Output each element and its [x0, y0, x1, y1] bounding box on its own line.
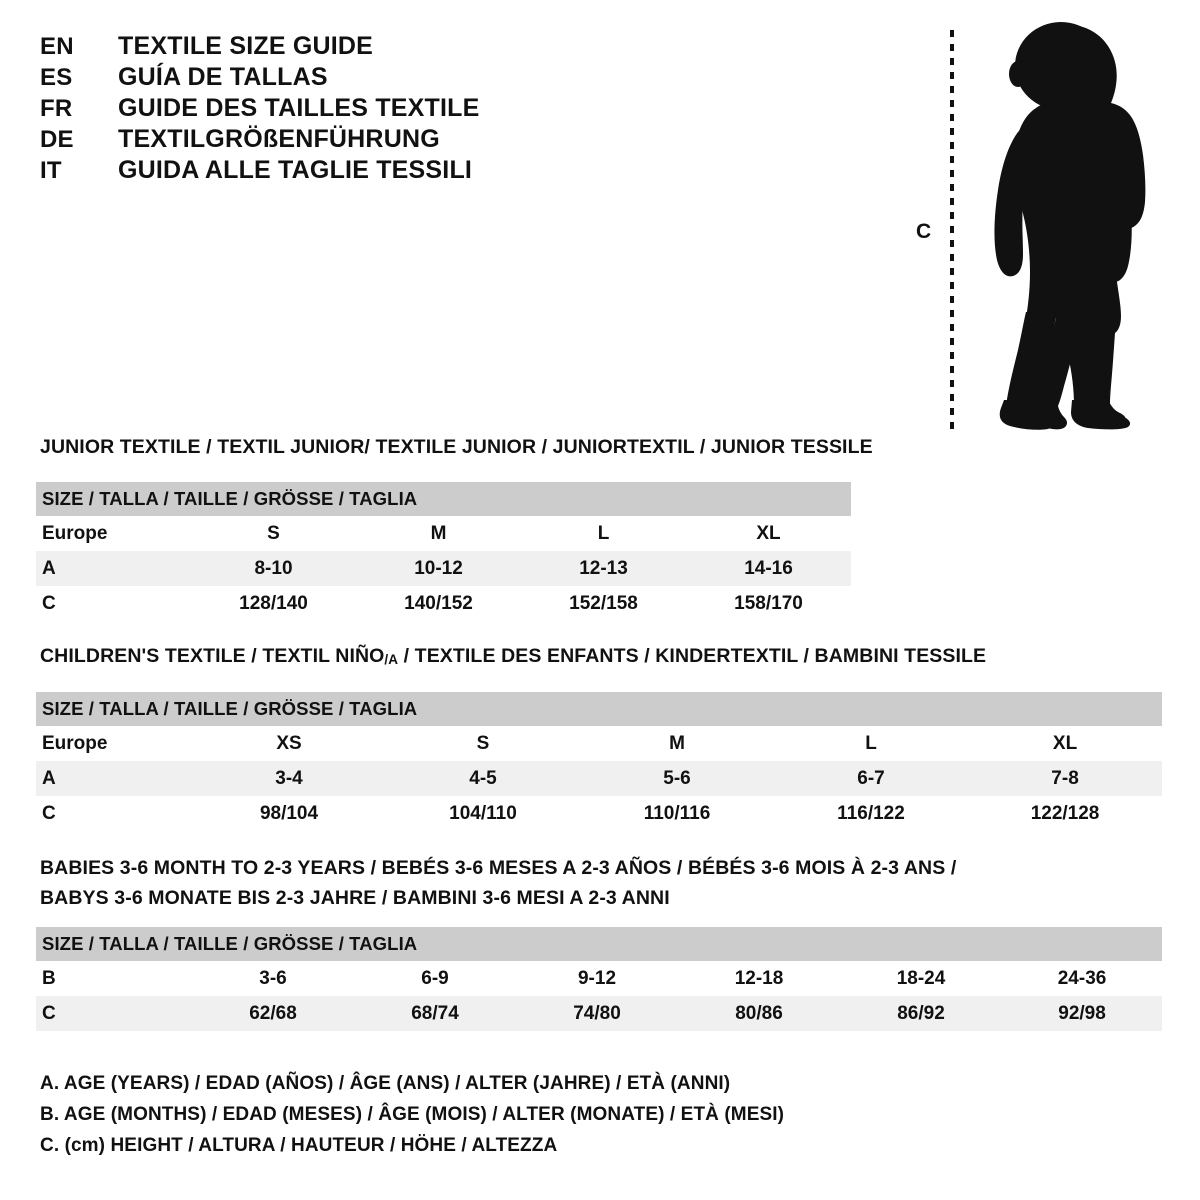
language-row: DE TEXTILGRÖßENFÜHRUNG	[40, 125, 640, 156]
children-table-band: SIZE / TALLA / TAILLE / GRÖSSE / TAGLIA	[36, 692, 1163, 726]
language-code: IT	[40, 157, 62, 184]
language-title: GUÍA DE TALLAS	[118, 63, 328, 91]
table-cell: L	[774, 726, 968, 761]
table-cell: 92/98	[1002, 996, 1163, 1031]
table-row: C 98/104 104/110 110/116 116/122 122/128	[36, 796, 1163, 831]
table-cell: 158/170	[686, 586, 852, 621]
table-cell: S	[386, 726, 580, 761]
babies-heading-line-1: BABIES 3-6 MONTH TO 2-3 YEARS / BEBÉS 3-…	[40, 857, 957, 879]
table-cell: 8-10	[191, 551, 356, 586]
table-cell: 12-18	[678, 961, 840, 996]
legend-line-b: B. AGE (MONTHS) / EDAD (MESES) / ÂGE (MO…	[40, 1104, 785, 1125]
row-label: Europe	[36, 726, 192, 761]
row-label: C	[36, 796, 192, 831]
table-cell: 86/92	[840, 996, 1002, 1031]
table-row: B 3-6 6-9 9-12 12-18 18-24 24-36	[36, 961, 1163, 996]
language-title: TEXTILE SIZE GUIDE	[118, 32, 374, 60]
language-code: EN	[40, 33, 74, 60]
junior-table-band: SIZE / TALLA / TAILLE / GRÖSSE / TAGLIA	[36, 482, 852, 516]
legend-line-a: A. AGE (YEARS) / EDAD (AÑOS) / ÂGE (ANS)…	[40, 1073, 731, 1094]
babies-heading-line-2: BABYS 3-6 MONATE BIS 2-3 JAHRE / BAMBINI…	[40, 887, 670, 909]
table-cell: 128/140	[191, 586, 356, 621]
table-cell: M	[580, 726, 774, 761]
babies-size-table: SIZE / TALLA / TAILLE / GRÖSSE / TAGLIA …	[36, 927, 1163, 1031]
table-cell: 24-36	[1002, 961, 1163, 996]
row-label: A	[36, 551, 191, 586]
babies-band-label: SIZE / TALLA / TAILLE / GRÖSSE / TAGLIA	[36, 927, 1163, 961]
table-row: C 128/140 140/152 152/158 158/170	[36, 586, 852, 621]
table-cell: XL	[968, 726, 1163, 761]
height-label-c: C	[916, 220, 932, 243]
language-code: ES	[40, 64, 73, 91]
table-cell: 6-7	[774, 761, 968, 796]
toddler-silhouette-icon	[994, 22, 1146, 430]
language-code: FR	[40, 95, 73, 122]
table-cell: 104/110	[386, 796, 580, 831]
row-label: C	[36, 586, 191, 621]
table-row: A 8-10 10-12 12-13 14-16	[36, 551, 852, 586]
table-cell: XS	[192, 726, 386, 761]
language-title: TEXTILGRÖßENFÜHRUNG	[118, 125, 440, 153]
table-cell: 5-6	[580, 761, 774, 796]
section-heading-junior: JUNIOR TEXTILE / TEXTIL JUNIOR/ TEXTILE …	[40, 436, 873, 458]
table-cell: 74/80	[516, 996, 678, 1031]
table-row: Europe XS S M L XL	[36, 726, 1163, 761]
table-cell: 68/74	[354, 996, 516, 1031]
table-row: Europe S M L XL	[36, 516, 852, 551]
section-heading-children: CHILDREN'S TEXTILE / TEXTIL NIÑO/A / TEX…	[40, 641, 986, 675]
table-cell: XL	[686, 516, 852, 551]
children-size-table: SIZE / TALLA / TAILLE / GRÖSSE / TAGLIA …	[36, 692, 1163, 831]
table-cell: 3-4	[192, 761, 386, 796]
table-row: C 62/68 68/74 74/80 80/86 86/92 92/98	[36, 996, 1163, 1031]
table-cell: 152/158	[521, 586, 686, 621]
language-title: GUIDA ALLE TAGLIE TESSILI	[118, 156, 473, 184]
table-cell: 122/128	[968, 796, 1163, 831]
table-cell: 116/122	[774, 796, 968, 831]
table-cell: 62/68	[192, 996, 354, 1031]
row-label: A	[36, 761, 192, 796]
junior-band-label: SIZE / TALLA / TAILLE / GRÖSSE / TAGLIA	[36, 482, 852, 516]
table-cell: 3-6	[192, 961, 354, 996]
table-cell: 80/86	[678, 996, 840, 1031]
children-heading-pre: CHILDREN'S TEXTILE / TEXTIL NIÑO	[40, 645, 385, 667]
section-heading-babies: BABIES 3-6 MONTH TO 2-3 YEARS / BEBÉS 3-…	[40, 853, 956, 913]
table-cell: S	[191, 516, 356, 551]
table-cell: 12-13	[521, 551, 686, 586]
table-cell: 7-8	[968, 761, 1163, 796]
language-row: IT GUIDA ALLE TAGLIE TESSILI	[40, 156, 640, 187]
language-code: DE	[40, 126, 74, 153]
table-cell: 110/116	[580, 796, 774, 831]
table-cell: 18-24	[840, 961, 1002, 996]
row-label: C	[36, 996, 192, 1031]
language-row: FR GUIDE DES TAILLES TEXTILE	[40, 94, 640, 125]
language-title: GUIDE DES TAILLES TEXTILE	[118, 94, 480, 122]
height-dashed-line	[950, 30, 954, 430]
table-cell: 98/104	[192, 796, 386, 831]
children-heading-post: / TEXTILE DES ENFANTS / KINDERTEXTIL / B…	[398, 645, 987, 667]
table-cell: 6-9	[354, 961, 516, 996]
table-cell: M	[356, 516, 521, 551]
legend-block: A. AGE (YEARS) / EDAD (AÑOS) / ÂGE (ANS)…	[40, 1068, 784, 1161]
table-cell: 4-5	[386, 761, 580, 796]
table-row: A 3-4 4-5 5-6 6-7 7-8	[36, 761, 1163, 796]
table-cell: 9-12	[516, 961, 678, 996]
language-title-block: EN TEXTILE SIZE GUIDE ES GUÍA DE TALLAS …	[40, 32, 640, 187]
table-cell: 14-16	[686, 551, 852, 586]
table-cell: L	[521, 516, 686, 551]
row-label: B	[36, 961, 192, 996]
language-row: ES GUÍA DE TALLAS	[40, 63, 640, 94]
children-band-label: SIZE / TALLA / TAILLE / GRÖSSE / TAGLIA	[36, 692, 1163, 726]
junior-size-table: SIZE / TALLA / TAILLE / GRÖSSE / TAGLIA …	[36, 482, 852, 621]
legend-line-c: C. (cm) HEIGHT / ALTURA / HAUTEUR / HÖHE…	[40, 1135, 558, 1156]
children-heading-subscript: /A	[384, 652, 399, 667]
table-cell: 10-12	[356, 551, 521, 586]
table-cell: 140/152	[356, 586, 521, 621]
row-label: Europe	[36, 516, 191, 551]
babies-table-band: SIZE / TALLA / TAILLE / GRÖSSE / TAGLIA	[36, 927, 1163, 961]
height-measurement-figure: C	[900, 14, 1170, 430]
language-row: EN TEXTILE SIZE GUIDE	[40, 32, 640, 63]
